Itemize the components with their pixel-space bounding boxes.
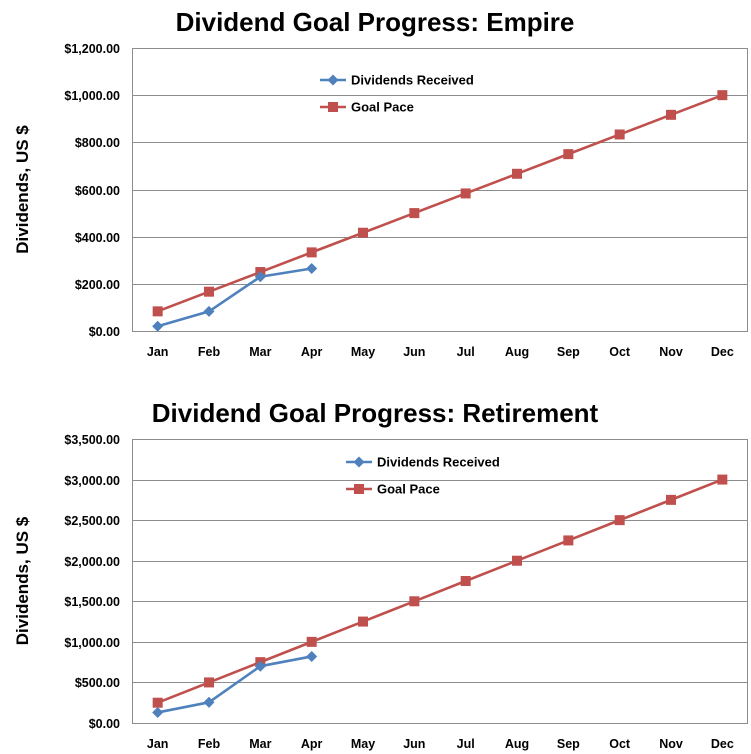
y-tick-label: $0.00 — [89, 717, 120, 731]
data-point — [409, 208, 420, 219]
legend: Dividends Received Goal Pace — [346, 455, 500, 497]
x-tick-label: Apr — [301, 737, 323, 751]
y-tick-label: $1,500.00 — [64, 595, 120, 609]
y-tick-label: $2,000.00 — [64, 555, 120, 569]
data-point — [358, 227, 368, 238]
series-goal-pace — [152, 90, 728, 317]
data-point — [203, 305, 215, 317]
x-tick-label: Oct — [609, 737, 631, 751]
data-point — [152, 706, 164, 718]
x-tick-label: Dec — [711, 737, 734, 751]
data-point — [203, 696, 215, 708]
data-point — [152, 306, 163, 317]
y-tick-label: $400.00 — [75, 231, 120, 245]
x-tick-label: Mar — [249, 737, 271, 751]
series-dividends-received — [152, 262, 318, 332]
x-tick-label: Mar — [249, 345, 271, 359]
x-tick-label: Oct — [609, 345, 631, 359]
x-tick-label: Feb — [198, 737, 221, 751]
y-tick-label: $3,000.00 — [64, 474, 120, 488]
y-tick-label: $500.00 — [75, 676, 120, 690]
y-tick-label: $1,200.00 — [64, 42, 120, 56]
y-tick-label: $2,500.00 — [64, 514, 120, 528]
data-point — [306, 247, 317, 258]
data-point — [614, 515, 625, 526]
data-point — [512, 555, 522, 566]
x-tick-label: Jun — [403, 345, 425, 359]
data-point — [358, 616, 368, 627]
data-point — [563, 149, 574, 160]
x-tick-label: May — [351, 737, 375, 751]
chart-title: Dividend Goal Progress: Empire — [176, 7, 575, 37]
x-tick-label: Jun — [403, 737, 425, 751]
y-tick-label: $600.00 — [75, 184, 120, 198]
legend-marker — [327, 74, 339, 86]
data-point — [306, 262, 318, 275]
x-tick-label: Nov — [659, 737, 683, 751]
data-point — [717, 474, 728, 485]
x-tick-label: Dec — [711, 345, 734, 359]
data-point — [717, 90, 728, 101]
series-line — [157, 93, 723, 313]
legend-marker — [354, 484, 364, 494]
y-tick-label: $3,500.00 — [64, 433, 120, 447]
data-point — [254, 660, 266, 672]
data-point — [563, 535, 574, 546]
y-tick-label: $1,000.00 — [64, 89, 120, 103]
x-tick-label: Aug — [505, 345, 529, 359]
series-goal-pace — [152, 474, 728, 708]
x-tick-label: Jul — [457, 345, 475, 359]
data-point — [306, 636, 317, 647]
data-point — [614, 129, 625, 140]
y-tick-label: $0.00 — [89, 325, 120, 339]
series-dividends-received — [152, 650, 318, 718]
x-tick-label: Sep — [557, 737, 580, 751]
plot-area — [132, 439, 748, 724]
data-point — [512, 168, 522, 179]
legend-label: Goal Pace — [377, 482, 440, 497]
data-point — [666, 494, 676, 505]
series-line — [157, 478, 723, 704]
x-tick-label: Apr — [301, 345, 323, 359]
x-tick-label: Jul — [457, 737, 475, 751]
legend-marker — [353, 456, 365, 468]
legend-label: Dividends Received — [377, 455, 500, 470]
data-point — [152, 320, 164, 332]
series-line — [157, 655, 312, 714]
x-tick-label: Nov — [659, 345, 683, 359]
x-tick-label: Feb — [198, 345, 221, 359]
series-line — [157, 267, 312, 328]
data-point — [306, 650, 318, 662]
x-tick-label: Jan — [147, 345, 169, 359]
y-tick-label: $1,000.00 — [64, 636, 120, 650]
x-tick-label: Aug — [505, 737, 529, 751]
data-point — [204, 286, 214, 297]
data-point — [254, 271, 266, 283]
y-tick-label: $800.00 — [75, 136, 120, 150]
y-axis-label: Dividends, US $ — [13, 125, 32, 254]
legend-label: Dividends Received — [351, 73, 474, 88]
data-point — [460, 188, 471, 199]
legend-marker — [328, 102, 338, 112]
data-point — [666, 109, 676, 120]
data-point — [409, 596, 420, 607]
chart-2: Dividend Goal Progress: Retirement $0.00 $… — [13, 398, 748, 751]
y-axis-label: Dividends, US $ — [13, 516, 32, 645]
x-tick-label: Jan — [147, 737, 169, 751]
data-point — [204, 677, 214, 688]
y-tick-label: $200.00 — [75, 278, 120, 292]
legend: Dividends Received Goal Pace — [320, 73, 474, 115]
chart-title: Dividend Goal Progress: Retirement — [152, 398, 599, 428]
chart-1: Dividend Goal Progress: Empire $0.00 $200.… — [13, 7, 748, 359]
data-point — [460, 576, 471, 586]
data-point — [152, 697, 163, 708]
legend-label: Goal Pace — [351, 100, 414, 115]
plot-area — [132, 48, 748, 332]
x-tick-label: May — [351, 345, 375, 359]
x-tick-label: Sep — [557, 345, 580, 359]
